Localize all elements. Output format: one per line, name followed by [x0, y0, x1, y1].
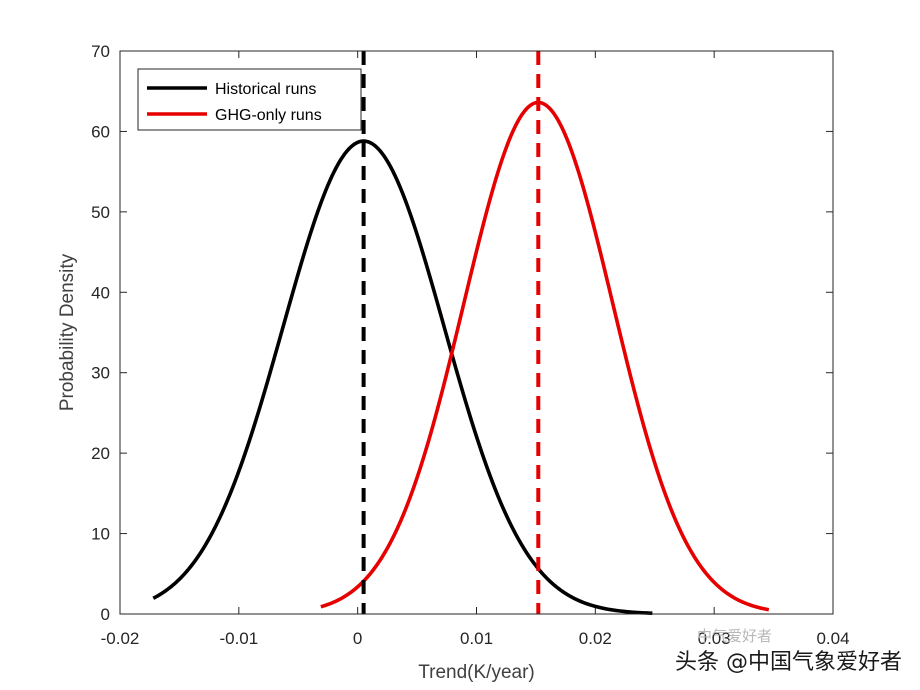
y-tick-label: 60 [91, 122, 110, 141]
x-tick-label: 0.04 [816, 629, 849, 648]
y-tick-label: 0 [101, 605, 110, 624]
y-tick-label: 30 [91, 364, 110, 383]
legend-label: GHG-only runs [215, 107, 322, 124]
x-axis-label: Trend(K/year) [418, 662, 535, 683]
y-tick-label: 20 [91, 444, 110, 463]
legend: Historical runs GHG-only runs [137, 68, 362, 131]
watermark-ghost: 中气爱好者 [697, 627, 773, 645]
series-line [320, 100, 770, 612]
plot-area [120, 51, 833, 614]
mean-lines [361, 51, 541, 614]
x-tick-label: 0 [353, 629, 362, 648]
x-tick-label: -0.01 [219, 629, 258, 648]
x-tick-label: 0.01 [460, 629, 493, 648]
x-tick-label: 0.02 [579, 629, 612, 648]
y-axis-label: Probability Density [57, 253, 78, 411]
x-tick-label: -0.02 [101, 629, 140, 648]
y-tick-label: 40 [91, 283, 110, 302]
y-tick-label: 70 [91, 42, 110, 61]
legend-box [137, 68, 362, 131]
legend-label: Historical runs [215, 81, 316, 98]
y-tick-label: 50 [91, 203, 110, 222]
y-tick-labels: 0 10 20 30 40 50 60 70 [91, 42, 110, 624]
y-tick-label: 10 [91, 525, 110, 544]
series-group [152, 100, 770, 616]
plot-frame [119, 50, 834, 615]
x-tick-labels: -0.02 -0.01 0 0.01 0.02 0.03 0.04 [101, 629, 850, 648]
x-tick-label: 0.03 [698, 629, 731, 648]
series-line [152, 139, 653, 616]
watermark: 头条 @中国气象爱好者 [675, 650, 902, 675]
